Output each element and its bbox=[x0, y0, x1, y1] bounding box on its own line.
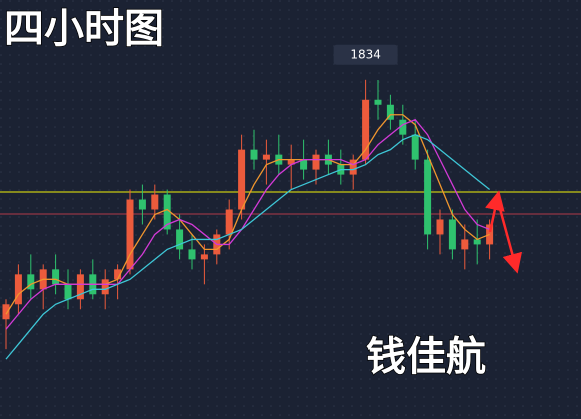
high-label-box bbox=[333, 44, 398, 65]
candle-body bbox=[349, 159, 357, 175]
candle-body bbox=[262, 154, 270, 160]
arrow-up bbox=[485, 190, 505, 233]
candle-body bbox=[114, 269, 122, 280]
chart-title: 四小时图 bbox=[4, 6, 164, 52]
high-label: 1834 bbox=[350, 47, 381, 61]
candle-body bbox=[461, 239, 469, 250]
candle-body bbox=[151, 194, 159, 210]
candle-body bbox=[188, 249, 196, 260]
plot bbox=[0, 79, 581, 360]
candle-body bbox=[176, 229, 184, 250]
moving-average bbox=[5, 118, 490, 330]
candle-body bbox=[300, 159, 308, 170]
candle-body bbox=[101, 279, 109, 295]
candle-body bbox=[64, 284, 72, 300]
candle-body bbox=[225, 209, 233, 235]
candle-body bbox=[27, 274, 35, 290]
candle-body bbox=[138, 199, 146, 210]
candle-body bbox=[399, 119, 407, 135]
candle-body bbox=[362, 99, 370, 160]
candle-body bbox=[200, 254, 208, 260]
candle-body bbox=[374, 99, 382, 105]
candle-body bbox=[250, 149, 258, 160]
candle-body bbox=[436, 219, 444, 235]
candle-body bbox=[126, 199, 134, 270]
candle-body bbox=[312, 154, 320, 170]
candle-body bbox=[424, 159, 432, 235]
candle-body bbox=[2, 304, 10, 320]
candle-body bbox=[486, 224, 494, 245]
candle-body bbox=[14, 274, 22, 305]
moving-average bbox=[5, 133, 491, 360]
candle-body bbox=[52, 269, 60, 285]
candle-body bbox=[238, 149, 246, 210]
signature: 钱佳航 bbox=[366, 334, 486, 380]
candle-body bbox=[448, 219, 456, 250]
candle-body bbox=[411, 134, 419, 160]
candle-body bbox=[163, 194, 171, 230]
arrow-down bbox=[497, 204, 523, 274]
candle-body bbox=[386, 104, 394, 120]
candle-body bbox=[287, 159, 295, 165]
candle-body bbox=[473, 239, 481, 245]
candle-body bbox=[76, 274, 84, 300]
